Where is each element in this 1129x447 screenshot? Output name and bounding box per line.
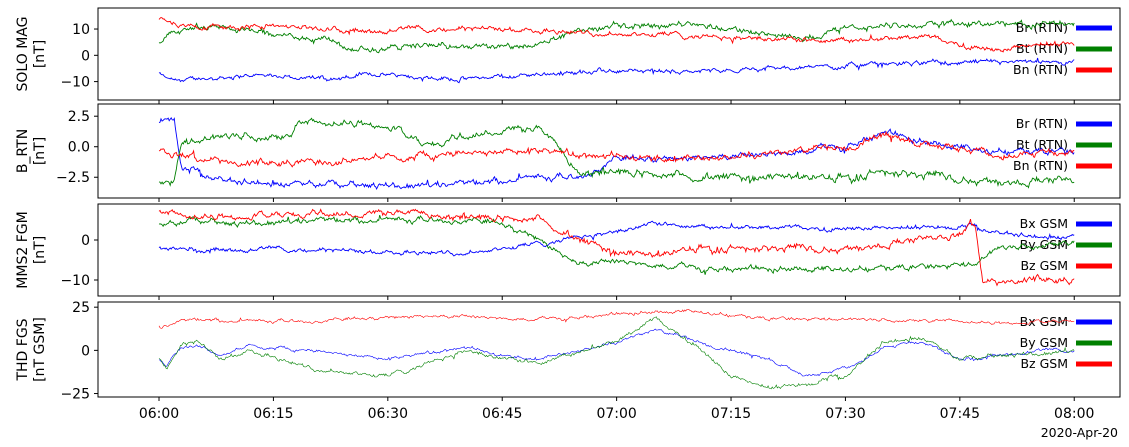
x-tick-label: 07:30 [825,406,865,422]
brtn-y-ticks: 2.5 0.0 −2.5 [56,109,90,186]
mms2-y-ticks: 0 −10 [60,233,90,289]
solo-series-line-0 [158,57,1075,84]
x-tick-label: 07:15 [711,406,751,422]
thd-fgs-panel: THD FGS [nT GSM] 25 0 −25 Bx GSM By GSM … [15,300,1121,403]
brtn-ylabel-line2: [nT] [32,137,48,165]
solo-legend-label: Bt (RTN) [1016,41,1068,56]
solo-y-ticks: 10 0 −10 [60,22,90,91]
x-tick-label: 07:00 [596,406,636,422]
solo-legend-label: Bn (RTN) [1013,62,1068,77]
brtn-ylabel-line1: B_RTN [15,129,31,173]
mms2-ylabel-line1: MMS2 FGM [15,211,31,288]
brtn-axes-frame [97,103,1121,199]
solo-ytick-label: 0 [81,48,90,64]
thd-series-line-2 [158,309,1075,329]
mms2-series-line-1 [158,214,1075,275]
x-axis: 06:00 06:15 06:30 06:45 07:00 07:15 07:3… [139,406,1118,440]
solo-mag-panel: SOLO MAG [nT] 10 0 −10 Br (RTN) Bt (RTN)… [15,7,1121,104]
thd-legend: Bx GSM By GSM Bz GSM [1004,310,1116,377]
x-tick-label: 08:00 [1054,406,1094,422]
thd-ytick-label: −25 [60,387,90,403]
thd-y-ticks: 25 0 −25 [60,300,90,402]
x-tick-label: 06:30 [368,406,408,422]
brtn-series-line-1 [158,117,1075,189]
thd-series-line-1 [158,316,1075,390]
solo-series-line-1 [158,18,1075,54]
thd-legend-label: Bx GSM [1020,314,1068,329]
brtn-series-line-0 [158,117,1075,190]
mms2-ylabel-line2: [nT] [32,236,48,264]
brtn-ytick-label: 2.5 [68,109,90,125]
b-rtn-panel: B_RTN [nT] 2.5 0.0 −2.5 Br (RTN) Bt (RTN… [15,103,1121,202]
x-tick-label: 06:15 [253,406,293,422]
thd-ylabel-line2: [nT GSM] [32,317,48,382]
brtn-legend: Br (RTN) Bt (RTN) Bn (RTN) [1004,112,1116,179]
mms2-axes-frame [97,203,1121,297]
thd-ytick-label: 0 [81,343,90,359]
thd-axes-frame [97,301,1121,398]
mms2-fgm-panel: MMS2 FGM [nT] 0 −10 Bx GSM By GSM Bz GSM [15,203,1121,300]
solo-ylabel-line1: SOLO MAG [15,17,31,92]
x-tick-label: 06:00 [139,406,179,422]
solo-axes-frame [97,7,1121,101]
mms2-series-line-2 [158,208,1075,287]
thd-legend-label: By GSM [1020,335,1068,350]
mms2-series-line-0 [158,220,1075,257]
brtn-ytick-label: −2.5 [56,170,90,186]
solo-series-line-2 [158,16,1075,53]
mms2-ytick-label: 0 [81,233,90,249]
brtn-ytick-label: 0.0 [68,140,90,156]
brtn-series-line-2 [158,130,1075,168]
thd-legend-label: Bz GSM [1020,356,1068,371]
date-label: 2020-Apr-20 [1041,425,1118,440]
solo-legend: Br (RTN) Bt (RTN) Bn (RTN) [1004,16,1116,83]
solo-ytick-label: −10 [60,75,90,91]
mms2-legend-label: Bz GSM [1020,258,1068,273]
brtn-legend-label: Br (RTN) [1016,116,1068,131]
thd-ytick-label: 25 [72,300,90,316]
mms2-ytick-label: −10 [60,273,90,289]
thd-series-line-0 [158,328,1075,377]
mms2-legend-label: Bx GSM [1020,216,1068,231]
mms2-legend: Bx GSM By GSM Bz GSM [1004,212,1116,279]
solo-ytick-label: 10 [72,22,90,38]
thd-ylabel-line1: THD FGS [15,318,31,381]
brtn-legend-label: Bn (RTN) [1013,158,1068,173]
x-tick-label: 07:45 [940,406,980,422]
x-tick-label: 06:45 [482,406,522,422]
brtn-legend-label: Bt (RTN) [1016,137,1068,152]
solo-ylabel-line2: [nT] [32,40,48,68]
